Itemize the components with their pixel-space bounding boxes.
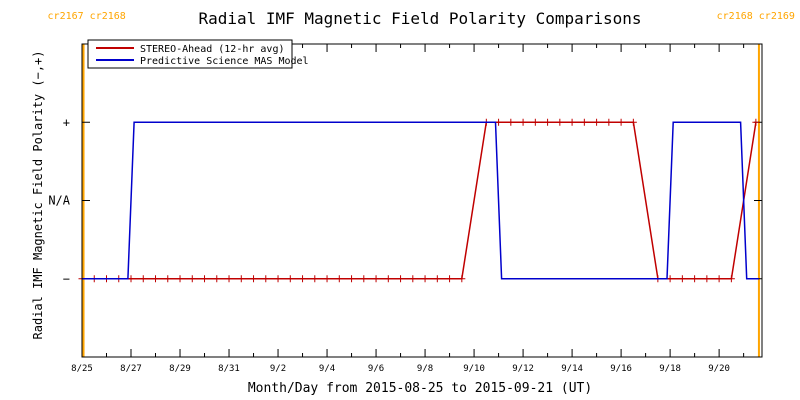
y-tick-label: + bbox=[63, 115, 70, 129]
data-point-marker bbox=[250, 275, 258, 283]
data-point-marker bbox=[446, 275, 454, 283]
data-point-marker bbox=[213, 275, 221, 283]
data-point-marker bbox=[458, 275, 466, 283]
data-point-marker bbox=[752, 118, 760, 126]
data-point-marker bbox=[139, 275, 147, 283]
data-point-marker bbox=[568, 118, 576, 126]
data-point-marker bbox=[311, 275, 319, 283]
data-point-marker bbox=[274, 275, 282, 283]
data-point-marker bbox=[507, 118, 515, 126]
data-point-marker bbox=[544, 118, 552, 126]
data-point-marker bbox=[703, 275, 711, 283]
data-point-marker bbox=[421, 275, 429, 283]
carrington-label: cr2167 cr2168 bbox=[48, 11, 126, 22]
axes-layer: − N/A +8/25 8/27 8/29 8/31 9/2 9/4 9/6 9/8 9/10 9/1… bbox=[48, 44, 762, 374]
x-axis-label: Month/Day from 2015-08-25 to 2015-09-21 … bbox=[248, 381, 592, 396]
data-point-marker bbox=[409, 275, 417, 283]
data-point-marker bbox=[348, 275, 356, 283]
y-tick-label: N/A bbox=[48, 194, 70, 208]
x-tick-label: 9/4 bbox=[319, 364, 335, 374]
data-point-marker bbox=[237, 275, 245, 283]
x-tick-label: 8/31 bbox=[218, 364, 240, 374]
series-layer bbox=[78, 118, 760, 283]
data-point-marker bbox=[225, 275, 233, 283]
x-tick-label: 9/14 bbox=[561, 364, 583, 374]
data-point-marker bbox=[360, 275, 368, 283]
data-point-marker bbox=[127, 275, 135, 283]
x-tick-label: 9/12 bbox=[512, 364, 534, 374]
data-point-marker bbox=[629, 118, 637, 126]
data-point-marker bbox=[188, 275, 196, 283]
x-tick-label: 9/6 bbox=[368, 364, 384, 374]
data-point-marker bbox=[666, 275, 674, 283]
x-tick-label: 9/16 bbox=[610, 364, 632, 374]
data-point-marker bbox=[299, 275, 307, 283]
data-point-marker bbox=[372, 275, 380, 283]
data-point-marker bbox=[678, 275, 686, 283]
x-tick-label: 9/2 bbox=[270, 364, 286, 374]
x-tick-label: 9/10 bbox=[463, 364, 485, 374]
y-tick-label: − bbox=[63, 272, 70, 286]
y-axis-label: Radial IMF Magnetic Field Polarity (−,+) bbox=[31, 51, 45, 340]
data-point-marker bbox=[593, 118, 601, 126]
data-point-marker bbox=[519, 118, 527, 126]
data-point-marker bbox=[556, 118, 564, 126]
chart-title: Radial IMF Magnetic Field Polarity Compa… bbox=[198, 9, 641, 28]
data-point-marker bbox=[580, 118, 588, 126]
data-point-marker bbox=[531, 118, 539, 126]
data-point-marker bbox=[617, 118, 625, 126]
data-point-marker bbox=[433, 275, 441, 283]
data-point-marker bbox=[201, 275, 209, 283]
series-line-1 bbox=[82, 121, 759, 280]
legend-label-mas: Predictive Science MAS Model bbox=[140, 56, 309, 67]
x-tick-label: 8/29 bbox=[169, 364, 191, 374]
x-tick-label: 8/27 bbox=[120, 364, 142, 374]
legend: STEREO-Ahead (12-hr avg) Predictive Scie… bbox=[87, 39, 309, 69]
legend-label-stereo: STEREO-Ahead (12-hr avg) bbox=[140, 44, 285, 55]
data-point-marker bbox=[152, 275, 160, 283]
data-point-marker bbox=[715, 275, 723, 283]
data-point-marker bbox=[335, 275, 343, 283]
data-point-marker bbox=[164, 275, 172, 283]
data-point-marker bbox=[727, 275, 735, 283]
plot-frame bbox=[81, 43, 763, 358]
data-point-marker bbox=[286, 275, 294, 283]
data-point-marker bbox=[323, 275, 331, 283]
data-point-marker bbox=[691, 275, 699, 283]
x-tick-label: 9/20 bbox=[708, 364, 730, 374]
data-point-marker bbox=[176, 275, 184, 283]
data-point-marker bbox=[397, 275, 405, 283]
data-point-marker bbox=[605, 118, 613, 126]
legend-box bbox=[87, 39, 293, 69]
data-point-marker bbox=[262, 275, 270, 283]
x-tick-label: 9/8 bbox=[417, 364, 433, 374]
x-tick-label: 8/25 bbox=[71, 364, 93, 374]
data-point-marker bbox=[384, 275, 392, 283]
carrington-label: cr2168 cr2169 bbox=[717, 11, 795, 22]
x-tick-label: 9/18 bbox=[659, 364, 681, 374]
